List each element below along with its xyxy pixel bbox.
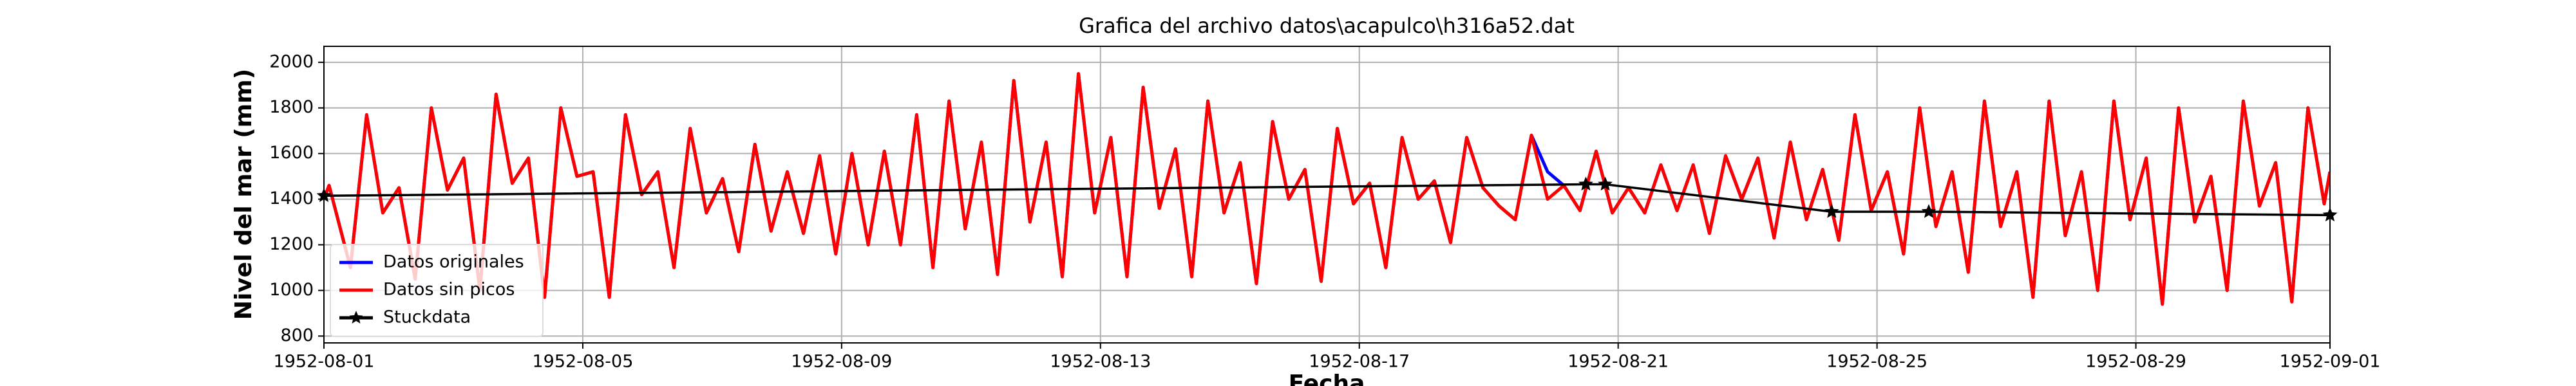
y-tick-label: 1800 [269, 97, 314, 117]
y-tick-label: 1600 [269, 143, 314, 163]
legend-marker [349, 311, 363, 324]
x-tick-label: 1952-08-09 [791, 352, 892, 372]
x-tick-label: 1952-08-01 [274, 352, 375, 372]
x-tick-label: 1952-09-01 [2280, 352, 2381, 372]
x-tick-label: 1952-08-21 [1567, 352, 1669, 372]
x-axis-label: Fecha [1289, 371, 1365, 386]
legend-label: Datos originales [383, 252, 524, 272]
chart-title: Grafica del archivo datos\acapulco\h316a… [1079, 14, 1575, 38]
series-line [324, 183, 2330, 217]
y-tick-label: 800 [280, 326, 314, 345]
x-tick-label: 1952-08-17 [1309, 352, 1410, 372]
y-tick-label: 2000 [269, 51, 314, 71]
star-marker [1578, 176, 1593, 191]
x-tick-label: 1952-08-29 [2085, 352, 2186, 372]
plot-frame [323, 46, 2331, 344]
legend-box [330, 244, 544, 337]
y-axis-label: Nivel del mar (mm) [231, 69, 257, 320]
legend-label: Stuckdata [383, 308, 471, 327]
y-tick-label: 1000 [269, 280, 314, 300]
x-tick-label: 1952-08-13 [1050, 352, 1151, 372]
star-marker [1598, 176, 1613, 191]
star-marker [1921, 204, 1937, 218]
x-tick-label: 1952-08-25 [1826, 352, 1927, 372]
legend-label: Datos sin picos [383, 280, 515, 300]
star-marker [1824, 204, 1839, 218]
x-tick-label: 1952-08-05 [532, 352, 633, 372]
y-tick-label: 1400 [269, 188, 314, 208]
series-line [324, 72, 2330, 306]
y-tick-label: 1200 [269, 234, 314, 254]
